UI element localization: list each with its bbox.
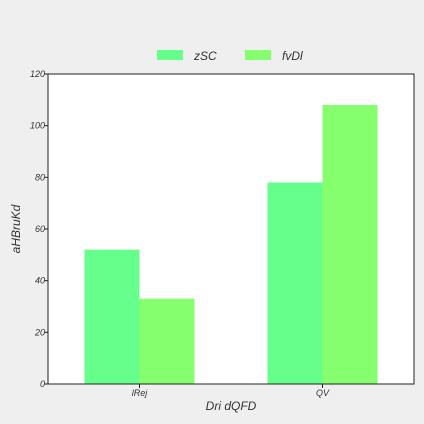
x-axis-label: Dri dQFD: [206, 399, 257, 413]
y-axis: 0 20 40 60 80 100 120: [30, 69, 48, 389]
y-tick-label: 80: [35, 172, 45, 182]
bar-zSC-lRej: [84, 249, 140, 384]
y-axis-label: aHBruKd: [9, 204, 23, 253]
y-tick-label: 20: [34, 327, 45, 337]
y-tick-label: 120: [30, 69, 45, 79]
x-tick-label: lRej: [132, 388, 149, 398]
y-tick-label: 60: [35, 224, 45, 234]
legend-label-series-1: zSC: [193, 49, 217, 63]
bars-group: [84, 105, 378, 384]
legend-swatch-series-2: [245, 50, 271, 60]
x-tick-label: QV: [316, 388, 330, 398]
legend-swatch-series-1: [157, 50, 183, 60]
x-axis: lRej QV: [132, 384, 330, 398]
legend-label-series-2: fvDl: [282, 49, 303, 63]
y-tick-label: 0: [40, 379, 45, 389]
y-tick-label: 40: [35, 276, 45, 286]
bar-fvDl-lRej: [139, 298, 195, 384]
bar-zSC-QV: [267, 182, 323, 384]
legend: zSC fvDl: [157, 49, 303, 63]
y-tick-label: 100: [30, 121, 45, 131]
bar-fvDl-QV: [322, 105, 378, 384]
